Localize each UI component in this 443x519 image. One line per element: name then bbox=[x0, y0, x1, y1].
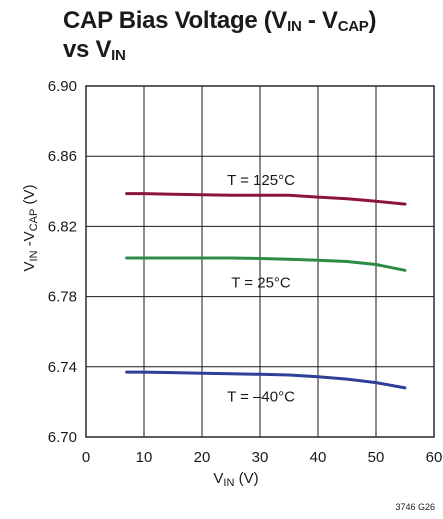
x-tick-label: 60 bbox=[426, 449, 443, 466]
y-tick-label: 6.90 bbox=[48, 78, 77, 95]
series-line bbox=[125, 256, 407, 272]
y-tick-label: 6.82 bbox=[48, 218, 77, 235]
x-axis-label: VIN (V) bbox=[213, 470, 259, 489]
plot-frame bbox=[85, 85, 435, 438]
figure-code: 3746 G26 bbox=[395, 502, 435, 512]
x-tick-label: 30 bbox=[252, 449, 269, 466]
y-tick-label: 6.74 bbox=[48, 359, 77, 376]
chart-title: CAP Bias Voltage (VIN - VCAP) vs VIN bbox=[63, 6, 376, 64]
y-axis-label: VIN -VCAP (V) bbox=[21, 184, 40, 272]
x-tick-label: 40 bbox=[310, 449, 327, 466]
x-tick-label: 20 bbox=[194, 449, 211, 466]
x-tick-label: 50 bbox=[368, 449, 385, 466]
y-tick-label: 6.70 bbox=[48, 429, 77, 446]
series-annotation: T = 25°C bbox=[231, 275, 291, 292]
y-tick-label: 6.86 bbox=[48, 148, 77, 165]
series-group bbox=[125, 192, 407, 390]
annotations: T = 125°C T = 25°C T = –40°C bbox=[227, 172, 295, 406]
x-tick-label: 0 bbox=[82, 449, 90, 466]
series-annotation: T = 125°C bbox=[227, 172, 295, 189]
title-line-2: vs VIN bbox=[63, 36, 126, 64]
series-line bbox=[125, 192, 407, 206]
series-line bbox=[125, 370, 407, 390]
series-annotation: T = –40°C bbox=[227, 389, 295, 406]
x-tick-label: 10 bbox=[136, 449, 153, 466]
y-tick-label: 6.78 bbox=[48, 289, 77, 306]
tick-labels: 0 10 20 30 40 50 60 6.70 6.74 6.78 6.82 6.86 6.90 bbox=[48, 78, 443, 466]
title-line-1: CAP Bias Voltage (VIN - VCAP) bbox=[63, 7, 377, 35]
